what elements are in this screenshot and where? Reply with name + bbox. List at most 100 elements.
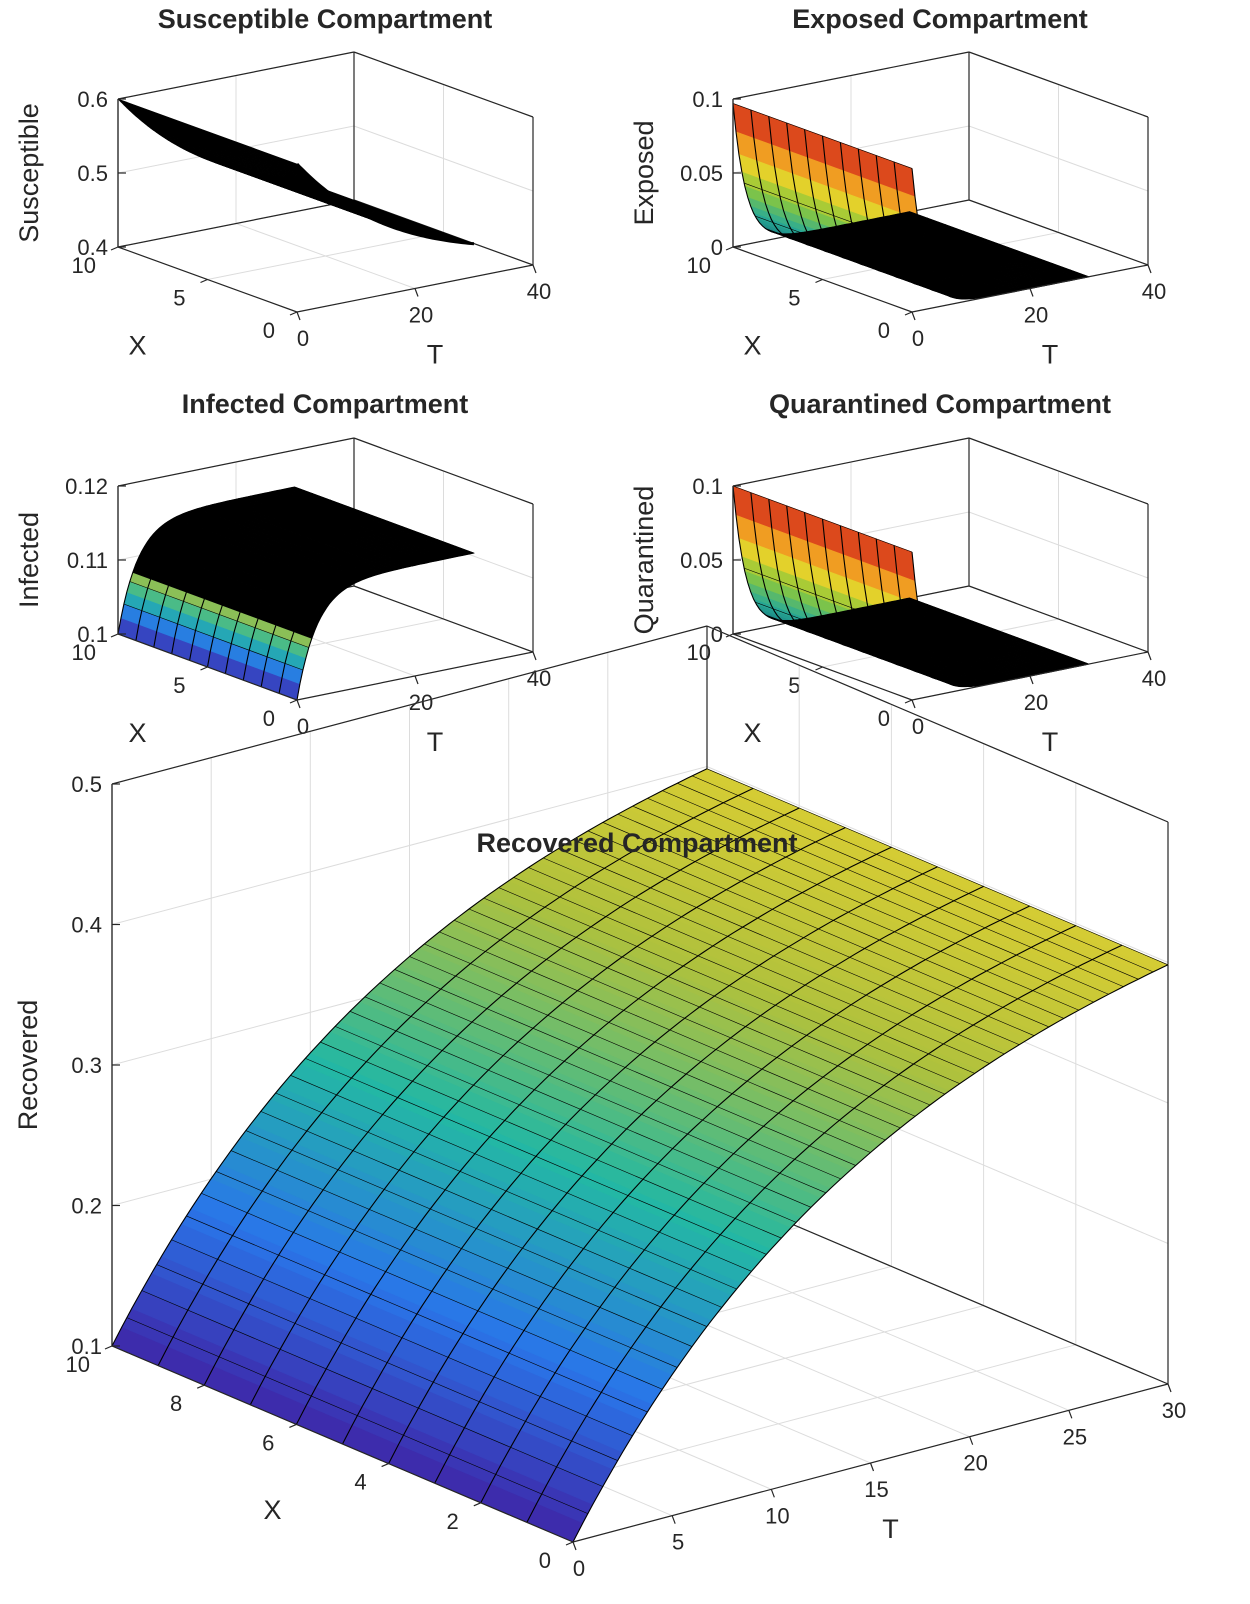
mesh-line-t bbox=[129, 581, 309, 648]
t-tick-mark bbox=[572, 1541, 577, 1551]
mesh-line-t bbox=[732, 103, 913, 169]
mesh-line-x bbox=[732, 485, 911, 622]
x-tick-mark bbox=[289, 311, 298, 316]
t-tick-mark bbox=[1147, 651, 1152, 661]
axes-box-edge bbox=[732, 51, 970, 100]
mesh-line-t bbox=[755, 215, 935, 282]
x-tick-label: 6 bbox=[262, 1430, 274, 1455]
t-tick-label: 40 bbox=[1142, 279, 1166, 304]
mesh-line-t bbox=[543, 857, 1005, 1055]
mesh-line-t bbox=[141, 551, 321, 618]
mesh-line-t bbox=[156, 1264, 618, 1461]
mesh-line-t bbox=[454, 919, 916, 1117]
t-tick-mark bbox=[911, 311, 916, 321]
plot-title: Infected Compartment bbox=[182, 389, 469, 419]
x-tick-label: 10 bbox=[72, 253, 96, 278]
mesh-line-t bbox=[602, 822, 1064, 1019]
mesh-line-t bbox=[247, 496, 427, 564]
mesh-line-t bbox=[241, 497, 422, 565]
z-tick-label: 0.4 bbox=[77, 235, 108, 260]
surface-patch bbox=[291, 178, 475, 244]
mesh-line-t bbox=[468, 908, 931, 1106]
x-tick-mark bbox=[110, 633, 119, 638]
susceptible-plot: 0.4 0.5 0.6 0 5 10 0 20 40 X T Susceptible Susceptib… bbox=[14, 4, 551, 370]
t-tick-label: 5 bbox=[672, 1530, 684, 1555]
mesh-line-x bbox=[572, 964, 1169, 1543]
t-tick-label: 20 bbox=[409, 303, 433, 328]
t-tick-label: 15 bbox=[864, 1477, 888, 1502]
t-tick-mark bbox=[296, 311, 301, 321]
mesh-line-t bbox=[810, 617, 990, 685]
mesh-line-t bbox=[832, 226, 1012, 293]
axes-box-edge bbox=[117, 199, 355, 248]
x-tick-mark bbox=[110, 246, 119, 251]
x-tick-label: 4 bbox=[354, 1470, 366, 1495]
t-axis-label: T bbox=[427, 340, 444, 370]
mesh-line-t bbox=[194, 509, 374, 576]
t-tick-mark bbox=[532, 264, 537, 274]
z-tick-label: 0.11 bbox=[67, 548, 108, 573]
mesh-line-t bbox=[123, 603, 304, 671]
t-tick-label: 20 bbox=[1024, 303, 1048, 328]
x-tick-mark bbox=[200, 666, 208, 671]
mesh-line-t bbox=[573, 839, 1035, 1036]
t-tick-mark bbox=[770, 1489, 775, 1498]
x-tick-label: 10 bbox=[72, 640, 96, 665]
mesh-line-t bbox=[170, 519, 351, 586]
axes-box-edge bbox=[111, 625, 708, 785]
axes-box-edge bbox=[353, 585, 534, 653]
mesh-line-t bbox=[439, 931, 901, 1129]
mesh-line-t bbox=[212, 504, 392, 571]
mesh-line-t bbox=[887, 215, 1067, 282]
axes-box-edge bbox=[968, 51, 1149, 118]
mesh-line-t bbox=[909, 597, 1090, 665]
mesh-line-t bbox=[290, 1075, 752, 1272]
x-tick-label: 5 bbox=[173, 286, 185, 311]
x-tick-label: 0 bbox=[263, 318, 275, 343]
x-axis-label: X bbox=[743, 331, 761, 361]
t-axis-line bbox=[296, 264, 534, 313]
x-tick-label: 8 bbox=[170, 1391, 182, 1416]
x-tick-label: 10 bbox=[66, 1352, 90, 1377]
z-tick-label: 0.6 bbox=[77, 87, 108, 112]
t-tick-mark bbox=[1029, 288, 1034, 297]
t-axis-label: T bbox=[427, 727, 444, 757]
z-axis-label: Quarantined bbox=[629, 486, 659, 635]
mesh-line-t bbox=[865, 606, 1045, 674]
plot-title: Susceptible Compartment bbox=[158, 4, 493, 34]
x-axis-line bbox=[732, 246, 913, 313]
mesh-line-t bbox=[206, 505, 386, 573]
mesh-line-t bbox=[755, 601, 935, 669]
x-tick-mark bbox=[725, 246, 734, 251]
z-gridline bbox=[732, 51, 1149, 118]
mesh-line-t bbox=[424, 943, 886, 1141]
t-tick-label: 40 bbox=[1142, 666, 1166, 691]
mesh-line-t bbox=[141, 1290, 603, 1487]
x-tick-label: 5 bbox=[788, 286, 800, 311]
plot-title: Quarantined Compartment bbox=[769, 389, 1111, 419]
mesh-line-t bbox=[909, 211, 1090, 278]
axes-box-edge bbox=[968, 437, 1149, 505]
x-axis-line bbox=[111, 1345, 574, 1543]
z-axis-label: Susceptible bbox=[14, 103, 44, 243]
t-tick-mark bbox=[414, 675, 419, 685]
mesh-line-t bbox=[229, 500, 410, 567]
t-axis-line bbox=[911, 264, 1149, 313]
x-tick-mark bbox=[565, 1541, 574, 1546]
z-tick-label: 0.1 bbox=[692, 474, 723, 499]
mesh-line-t bbox=[766, 615, 946, 682]
plot-title: Recovered Compartment bbox=[476, 828, 797, 858]
t-axis-line bbox=[911, 651, 1149, 701]
mesh-line-t bbox=[253, 495, 433, 562]
z-gridline bbox=[732, 437, 1149, 505]
t-axis-line bbox=[572, 1383, 1169, 1543]
mesh-line-t bbox=[335, 1026, 797, 1223]
t-tick-mark bbox=[1167, 1383, 1172, 1393]
x-tick-label: 0 bbox=[878, 706, 890, 731]
mesh-line-t bbox=[777, 232, 957, 299]
mesh-line-x bbox=[732, 103, 911, 235]
mesh-line-t bbox=[188, 511, 368, 578]
x-axis-label: X bbox=[128, 718, 146, 748]
mesh-line-t bbox=[224, 501, 404, 569]
